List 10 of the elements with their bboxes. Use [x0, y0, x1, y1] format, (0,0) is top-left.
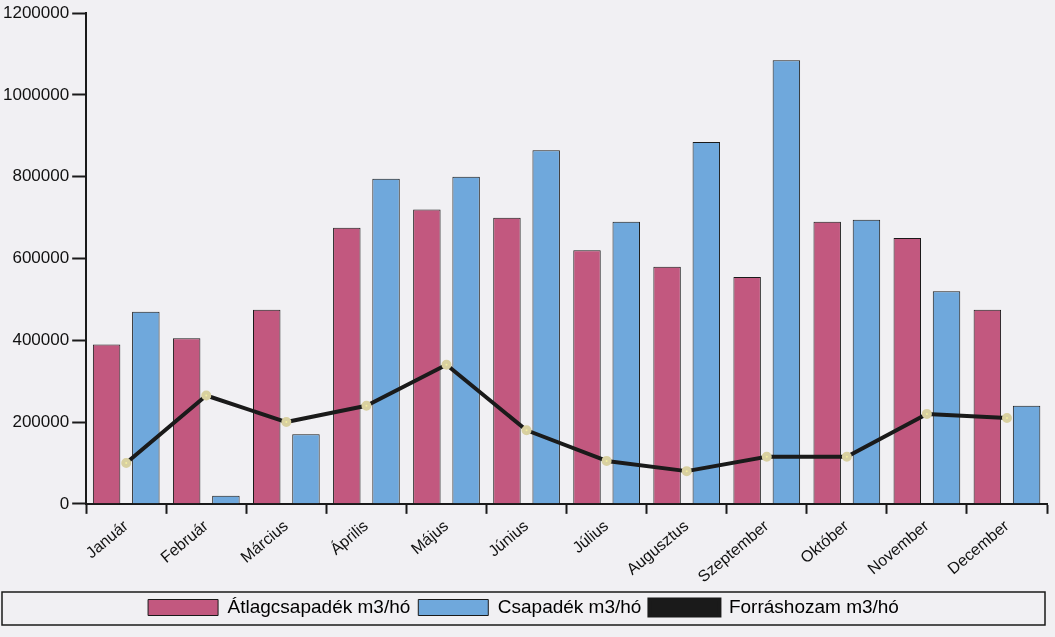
legend-label: Forráshozam m3/hó: [728, 595, 899, 617]
y-tick-label: 200000: [12, 411, 70, 431]
legend-label: Átlagcsapadék m3/hó: [227, 595, 411, 617]
y-tick-label: 1000000: [2, 84, 70, 104]
y-tick-label: 1200000: [2, 2, 70, 22]
legend-label: Csapadék m3/hó: [497, 595, 642, 617]
y-tick-label: 600000: [12, 248, 70, 268]
y-tick-label: 800000: [12, 166, 70, 186]
y-tick-label: 400000: [12, 329, 70, 349]
y-tick-label: 0: [59, 493, 70, 513]
